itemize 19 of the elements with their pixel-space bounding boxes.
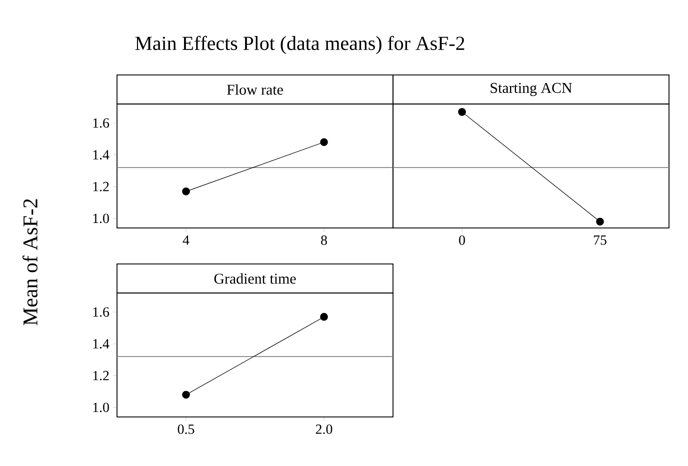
x-tick-label: 2.0 xyxy=(316,424,332,434)
text: Main Effects Plot (data means) for AsF-2 xyxy=(135,36,464,54)
chart-title: Flow rate xyxy=(227,84,283,95)
y-axis-title: Mean of AsF-2 xyxy=(22,199,38,326)
y-tick-label: 1.4 xyxy=(93,150,110,160)
y-tick-label: 1.0 xyxy=(93,402,109,412)
y-tick-label: 1.0 xyxy=(93,214,109,224)
y-tick-label: 1.4 xyxy=(93,339,110,349)
x-tick-label: 4 xyxy=(182,235,190,245)
y-tick-label: 1.6 xyxy=(93,118,110,128)
chart-title: Gradient time xyxy=(214,273,296,284)
x-tick-label: 8 xyxy=(321,236,327,245)
x-tick-label: 75 xyxy=(594,235,606,245)
y-tick-label: 1.2 xyxy=(93,182,109,192)
x-tick-label: 0 xyxy=(459,236,465,245)
chart-title: Starting ACN xyxy=(490,82,572,96)
x-tick-label: 0.5 xyxy=(178,424,194,434)
y-tick-label: 1.6 xyxy=(93,307,110,317)
y-tick-label: 1.2 xyxy=(93,370,109,380)
